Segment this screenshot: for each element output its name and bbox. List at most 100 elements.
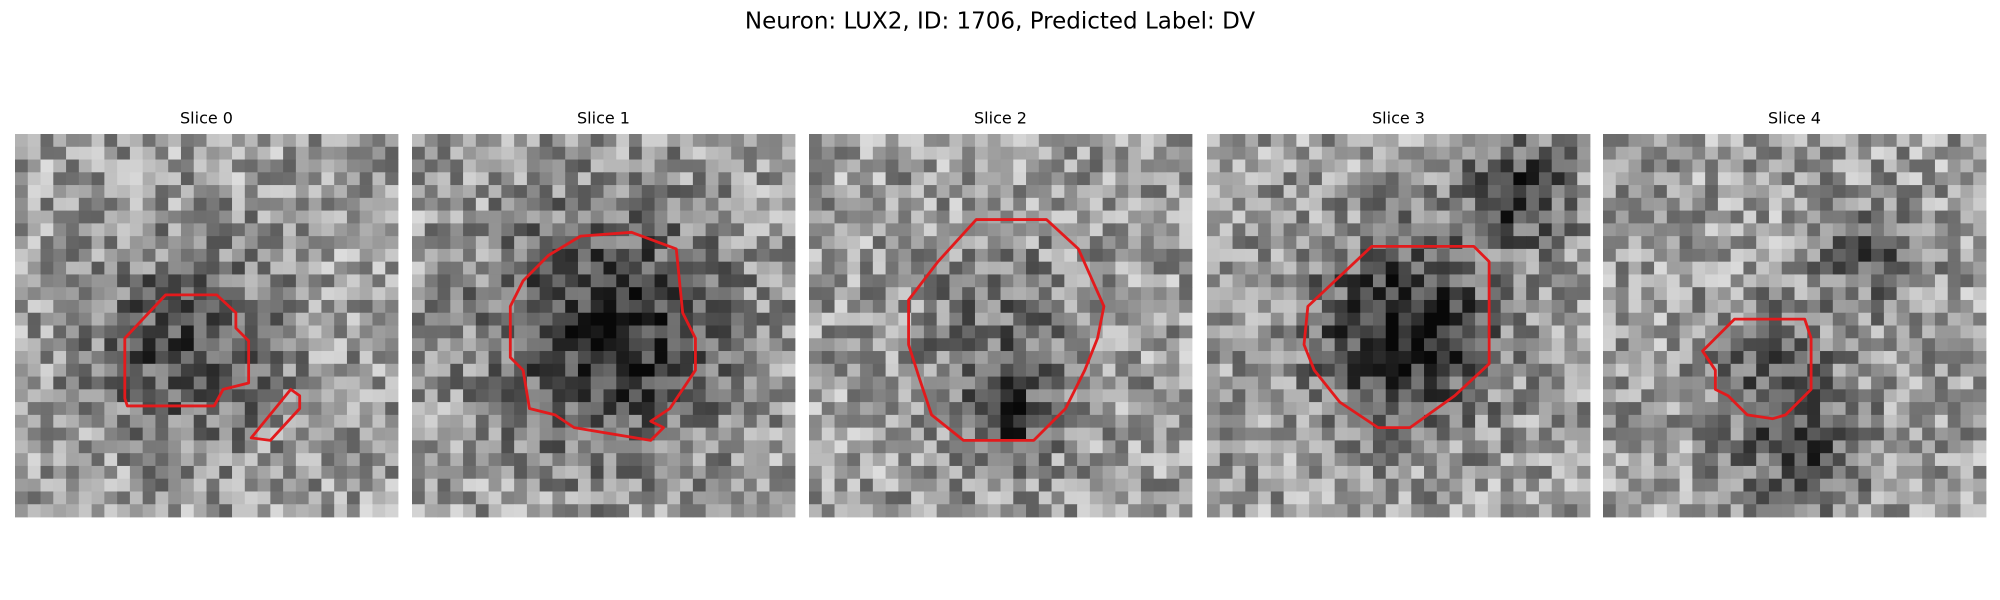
pixel — [616, 363, 630, 377]
pixel — [501, 453, 515, 467]
pixel — [1781, 414, 1795, 429]
pixel — [1513, 236, 1527, 250]
pixel — [168, 351, 182, 365]
pixel — [1245, 338, 1259, 352]
pixel — [1577, 376, 1591, 390]
pixel — [1947, 376, 1961, 390]
pixel — [1934, 478, 1949, 492]
pixel — [308, 223, 322, 237]
pixel — [1705, 159, 1719, 173]
pixel — [1730, 389, 1744, 403]
pixel — [809, 185, 823, 199]
pixel — [53, 478, 67, 492]
pixel — [308, 325, 322, 339]
pixel — [590, 351, 604, 365]
pixel — [629, 274, 643, 288]
pixel — [1564, 223, 1578, 237]
pixel — [450, 465, 464, 480]
pixel — [1296, 389, 1310, 403]
pixel — [1013, 389, 1027, 403]
pixel — [155, 236, 169, 250]
pixel — [641, 351, 655, 365]
pixel — [1743, 414, 1757, 429]
pixel — [1743, 325, 1757, 339]
pixel — [283, 465, 297, 480]
pixel — [809, 402, 823, 416]
pixel — [372, 478, 386, 492]
pixel — [885, 504, 899, 518]
pixel — [270, 236, 284, 250]
pixel — [1909, 274, 1923, 288]
pixel — [1577, 325, 1591, 339]
pixel — [1360, 223, 1374, 237]
pixel — [1666, 299, 1680, 314]
pixel — [1832, 236, 1846, 250]
pixel — [1781, 440, 1795, 454]
pixel — [1283, 491, 1297, 505]
pixel — [847, 363, 861, 377]
pixel — [1730, 453, 1744, 467]
pixel — [1896, 440, 1910, 454]
pixel — [1245, 274, 1259, 288]
pixel — [168, 376, 182, 390]
pixel — [334, 389, 348, 403]
pixel — [1077, 325, 1091, 339]
pixel — [692, 312, 707, 326]
pixel — [1153, 134, 1167, 148]
pixel — [1026, 172, 1040, 186]
pixel — [654, 440, 668, 454]
pixel — [616, 236, 630, 250]
pixel — [1807, 210, 1821, 224]
pixel — [450, 414, 464, 429]
pixel — [1705, 223, 1719, 237]
pixel — [1820, 261, 1834, 275]
pixel — [232, 210, 246, 224]
pixel — [769, 389, 783, 403]
pixel — [1513, 465, 1527, 480]
pixel — [1794, 185, 1808, 199]
pixel — [1615, 299, 1629, 314]
pixel — [1064, 427, 1078, 441]
pixel — [1449, 325, 1463, 339]
pixel — [577, 134, 592, 148]
pixel — [1449, 287, 1463, 301]
pixel — [412, 453, 426, 467]
pixel — [1743, 210, 1757, 224]
pixel — [1500, 338, 1514, 352]
pixel — [1258, 172, 1272, 186]
pixel — [1219, 414, 1233, 429]
pixel — [1973, 453, 1987, 467]
pixel — [66, 274, 80, 288]
pixel — [847, 223, 861, 237]
pixel — [1603, 414, 1617, 429]
pixel — [872, 376, 886, 390]
pixel — [1232, 376, 1246, 390]
pixel — [1475, 402, 1489, 416]
pixel — [590, 338, 604, 352]
pixel — [168, 197, 182, 211]
pixel — [1089, 414, 1104, 429]
pixel — [1654, 376, 1668, 390]
pixel — [680, 146, 694, 160]
pixel — [1832, 299, 1846, 314]
pixel — [923, 478, 938, 492]
pixel — [168, 453, 182, 467]
pixel — [847, 274, 861, 288]
pixel — [898, 491, 912, 505]
pixel — [437, 351, 451, 365]
pixel — [1128, 223, 1142, 237]
pixel — [680, 389, 694, 403]
pixel — [526, 274, 541, 288]
pixel — [1487, 427, 1502, 441]
pixel — [962, 172, 976, 186]
pixel — [1487, 248, 1502, 263]
pixel — [590, 402, 604, 416]
pixel — [257, 376, 271, 390]
pixel — [501, 185, 515, 199]
pixel — [308, 491, 322, 505]
pixel — [1896, 223, 1910, 237]
pixel — [1577, 440, 1591, 454]
pixel — [1615, 287, 1629, 301]
pixel — [40, 504, 54, 518]
pixel — [654, 159, 668, 173]
